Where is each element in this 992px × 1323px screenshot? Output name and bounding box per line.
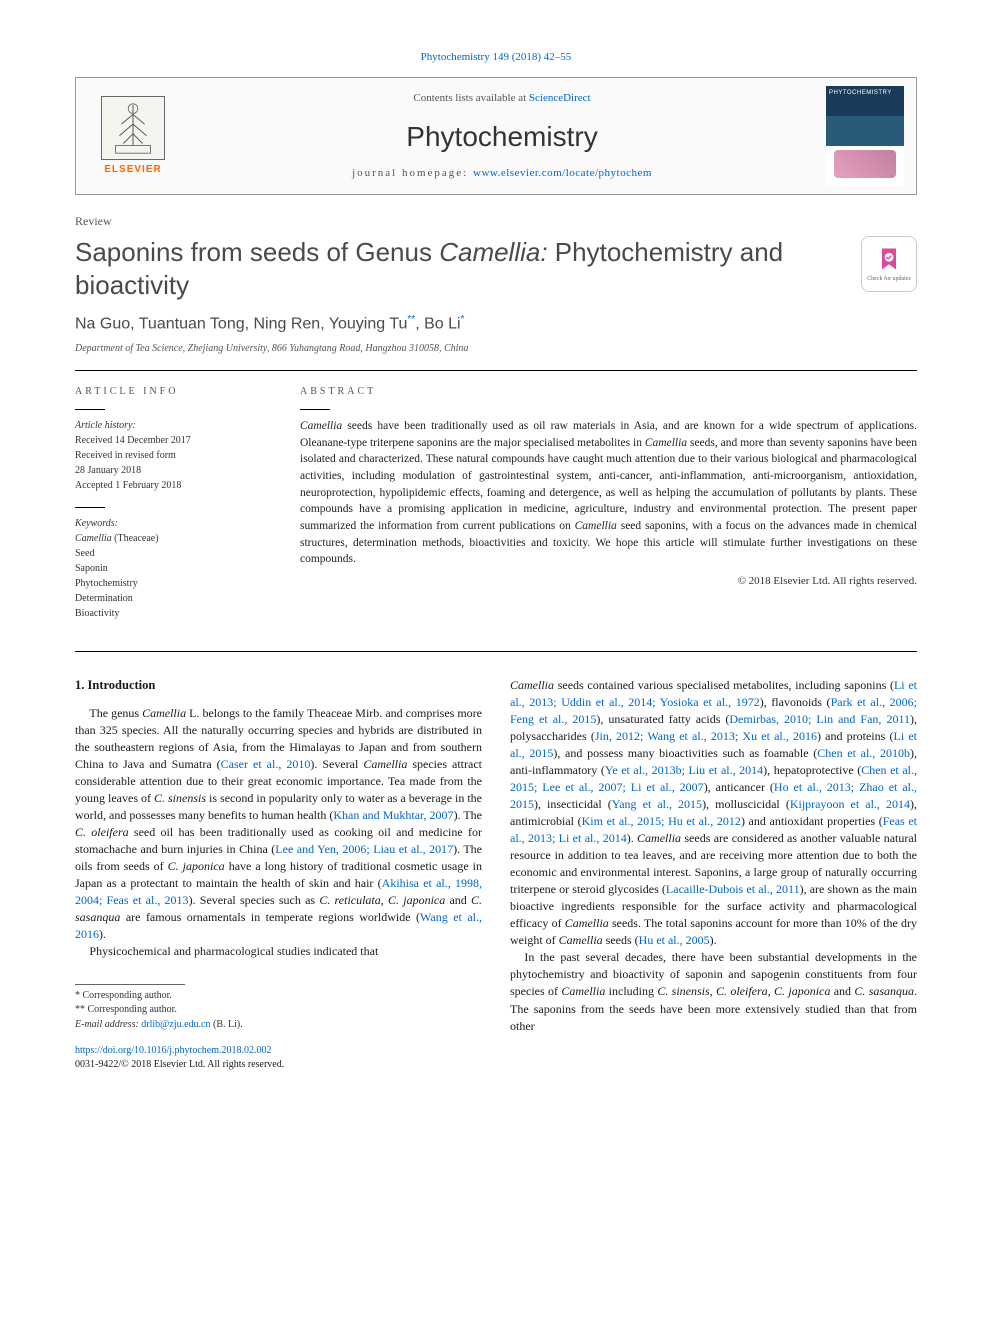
history-item: Accepted 1 February 2018 [75, 478, 270, 493]
keyword-item: Saponin [75, 561, 270, 576]
journal-header: ELSEVIER Contents lists available at Sci… [75, 77, 917, 195]
publisher-logo[interactable]: ELSEVIER [88, 89, 178, 184]
bookmark-check-icon [875, 245, 903, 273]
body-paragraph: In the past several decades, there have … [510, 949, 917, 1034]
journal-cover-thumbnail[interactable]: PHYTOCHEMISTRY [826, 86, 904, 186]
body-column-left: 1. Introduction The genus Camellia L. be… [75, 677, 482, 1072]
footnote-item: ** Corresponding author. [75, 1003, 482, 1017]
keyword-item: Bioactivity [75, 606, 270, 621]
keyword-item: Determination [75, 591, 270, 606]
body-columns: 1. Introduction The genus Camellia L. be… [75, 677, 917, 1072]
article-info-label: article info [75, 385, 270, 399]
authors: Na Guo, Tuantuan Tong, Ning Ren, Youying… [75, 313, 917, 336]
keyword-item: Seed [75, 546, 270, 561]
info-abstract-row: article info Article history: Received 1… [75, 385, 917, 621]
keywords-label: Keywords: [75, 516, 270, 531]
abstract-label: abstract [300, 385, 917, 399]
divider [75, 507, 105, 508]
affiliation: Department of Tea Science, Zhejiang Univ… [75, 342, 917, 356]
divider [300, 409, 330, 410]
history-item: Received 14 December 2017 [75, 433, 270, 448]
abstract-text: Camellia seeds have been traditionally u… [300, 418, 917, 568]
journal-name: Phytochemistry [178, 117, 826, 156]
footnote-item: * Corresponding author. [75, 989, 482, 1003]
copyright: © 2018 Elsevier Ltd. All rights reserved… [300, 574, 917, 589]
body-paragraph: Camellia seeds contained various special… [510, 677, 917, 950]
email-link[interactable]: drlib@zju.edu.cn [141, 1019, 210, 1030]
top-citation-link[interactable]: Phytochemistry 149 (2018) 42–55 [421, 51, 572, 63]
divider [75, 409, 105, 410]
cover-art-icon [834, 150, 896, 178]
publisher-name: ELSEVIER [104, 163, 161, 177]
doi-block: https://doi.org/10.1016/j.phytochem.2018… [75, 1044, 482, 1072]
body-paragraph: The genus Camellia L. belongs to the fam… [75, 705, 482, 943]
check-updates-badge[interactable]: Check for updates [861, 236, 917, 292]
history-item: Received in revised form [75, 448, 270, 463]
footnotes: * Corresponding author. ** Corresponding… [75, 984, 482, 1032]
top-citation: Phytochemistry 149 (2018) 42–55 [75, 50, 917, 65]
divider [75, 370, 917, 371]
cover-title: PHYTOCHEMISTRY [826, 86, 904, 100]
article-title: Saponins from seeds of Genus Camellia: P… [75, 236, 841, 301]
footnote-item: E-mail address: drlib@zju.edu.cn (B. Li)… [75, 1018, 482, 1032]
elsevier-tree-icon [101, 96, 165, 160]
article-type: Review [75, 213, 917, 230]
sciencedirect-link[interactable]: ScienceDirect [529, 92, 591, 104]
homepage-link[interactable]: www.elsevier.com/locate/phytochem [473, 167, 652, 179]
check-updates-label: Check for updates [867, 275, 911, 283]
doi-link[interactable]: https://doi.org/10.1016/j.phytochem.2018… [75, 1045, 271, 1056]
divider [75, 651, 917, 652]
keyword-item: Phytochemistry [75, 576, 270, 591]
section-heading: 1. Introduction [75, 677, 482, 695]
body-column-right: Camellia seeds contained various special… [510, 677, 917, 1072]
history-item: 28 January 2018 [75, 463, 270, 478]
contents-line: Contents lists available at ScienceDirec… [178, 91, 826, 106]
homepage-line: journal homepage: www.elsevier.com/locat… [178, 166, 826, 181]
body-paragraph: Physicochemical and pharmacological stud… [75, 943, 482, 960]
keyword-item: Camellia (Theaceae) [75, 531, 270, 546]
issn-copyright: 0031-9422/© 2018 Elsevier Ltd. All right… [75, 1059, 284, 1070]
history-label: Article history: [75, 418, 270, 433]
